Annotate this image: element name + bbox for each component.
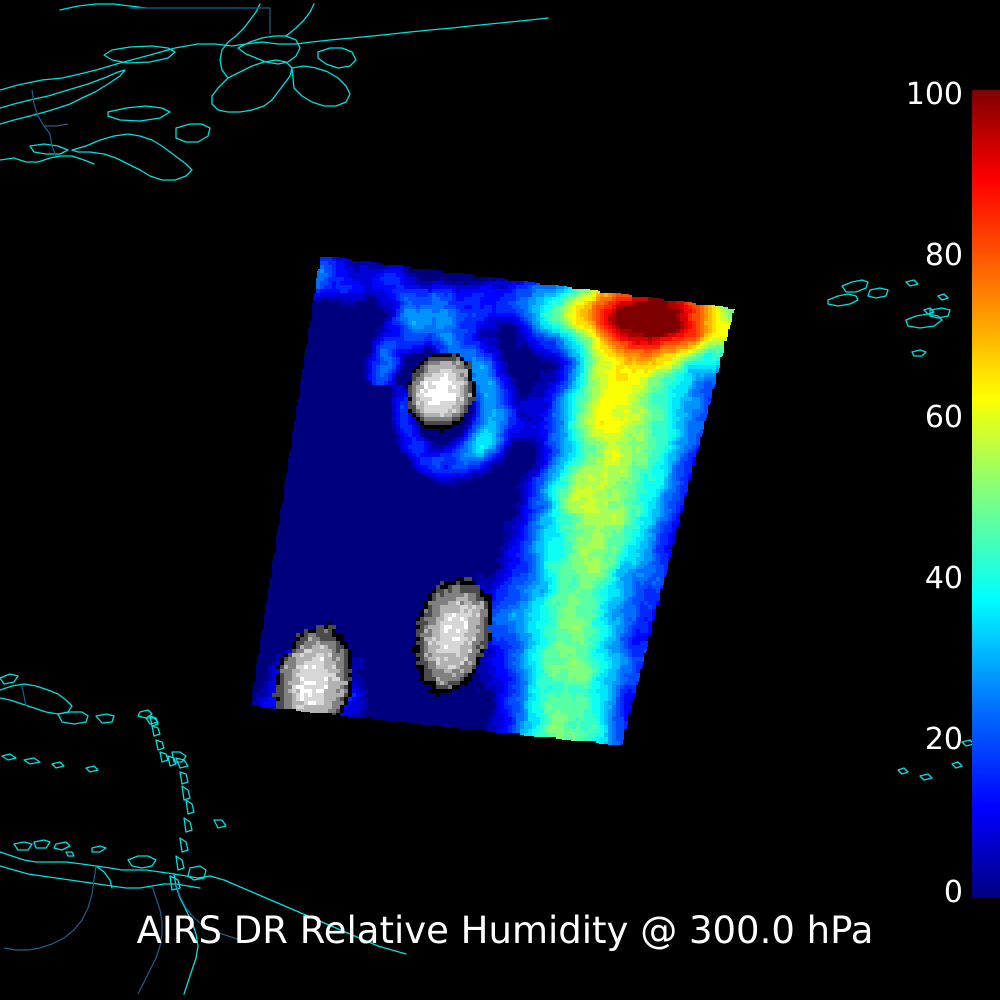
- colorbar-gradient: [972, 90, 1000, 898]
- plot-title: AIRS DR Relative Humidity @ 300.0 hPa: [136, 909, 874, 952]
- colorbar: [972, 90, 1000, 898]
